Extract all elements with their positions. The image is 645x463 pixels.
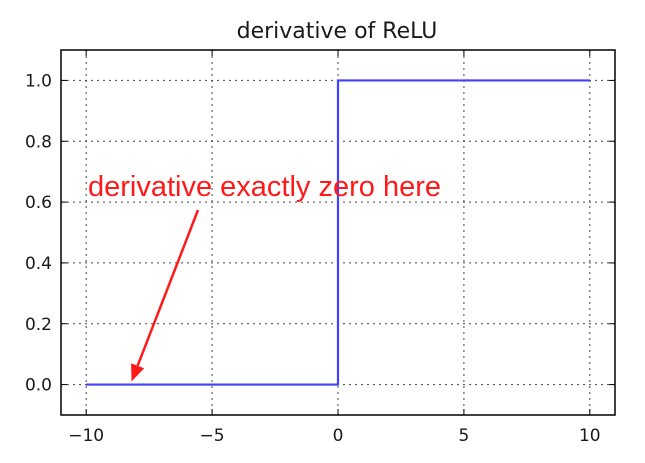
annotation-text: derivative exactly zero here <box>88 171 441 203</box>
y-tick-label: 0.4 <box>25 254 52 274</box>
x-axis-ticks: −10 −5 0 5 10 <box>68 50 601 446</box>
y-tick-label: 0.8 <box>25 132 52 152</box>
annotation-arrow-shaft <box>136 209 200 367</box>
series-line <box>86 79 590 386</box>
y-tick-label: 1.0 <box>25 71 52 91</box>
x-tick-label: 5 <box>458 426 469 446</box>
y-tick-label: 0.0 <box>25 376 52 396</box>
x-tick-label: 0 <box>333 426 344 446</box>
y-tick-label: 0.6 <box>25 193 52 213</box>
annotation-layer: derivative exactly zero here <box>88 171 441 382</box>
x-tick-label: −10 <box>68 426 104 446</box>
y-tick-label: 0.2 <box>25 315 52 335</box>
x-tick-label: 10 <box>579 426 601 446</box>
y-axis-ticks: 0.0 0.2 0.4 0.6 0.8 1.0 <box>25 71 615 396</box>
series-layer <box>86 79 590 386</box>
chart-title: derivative of ReLU <box>237 19 438 44</box>
annotation-arrow-head <box>131 363 145 382</box>
x-tick-label: −5 <box>200 426 225 446</box>
